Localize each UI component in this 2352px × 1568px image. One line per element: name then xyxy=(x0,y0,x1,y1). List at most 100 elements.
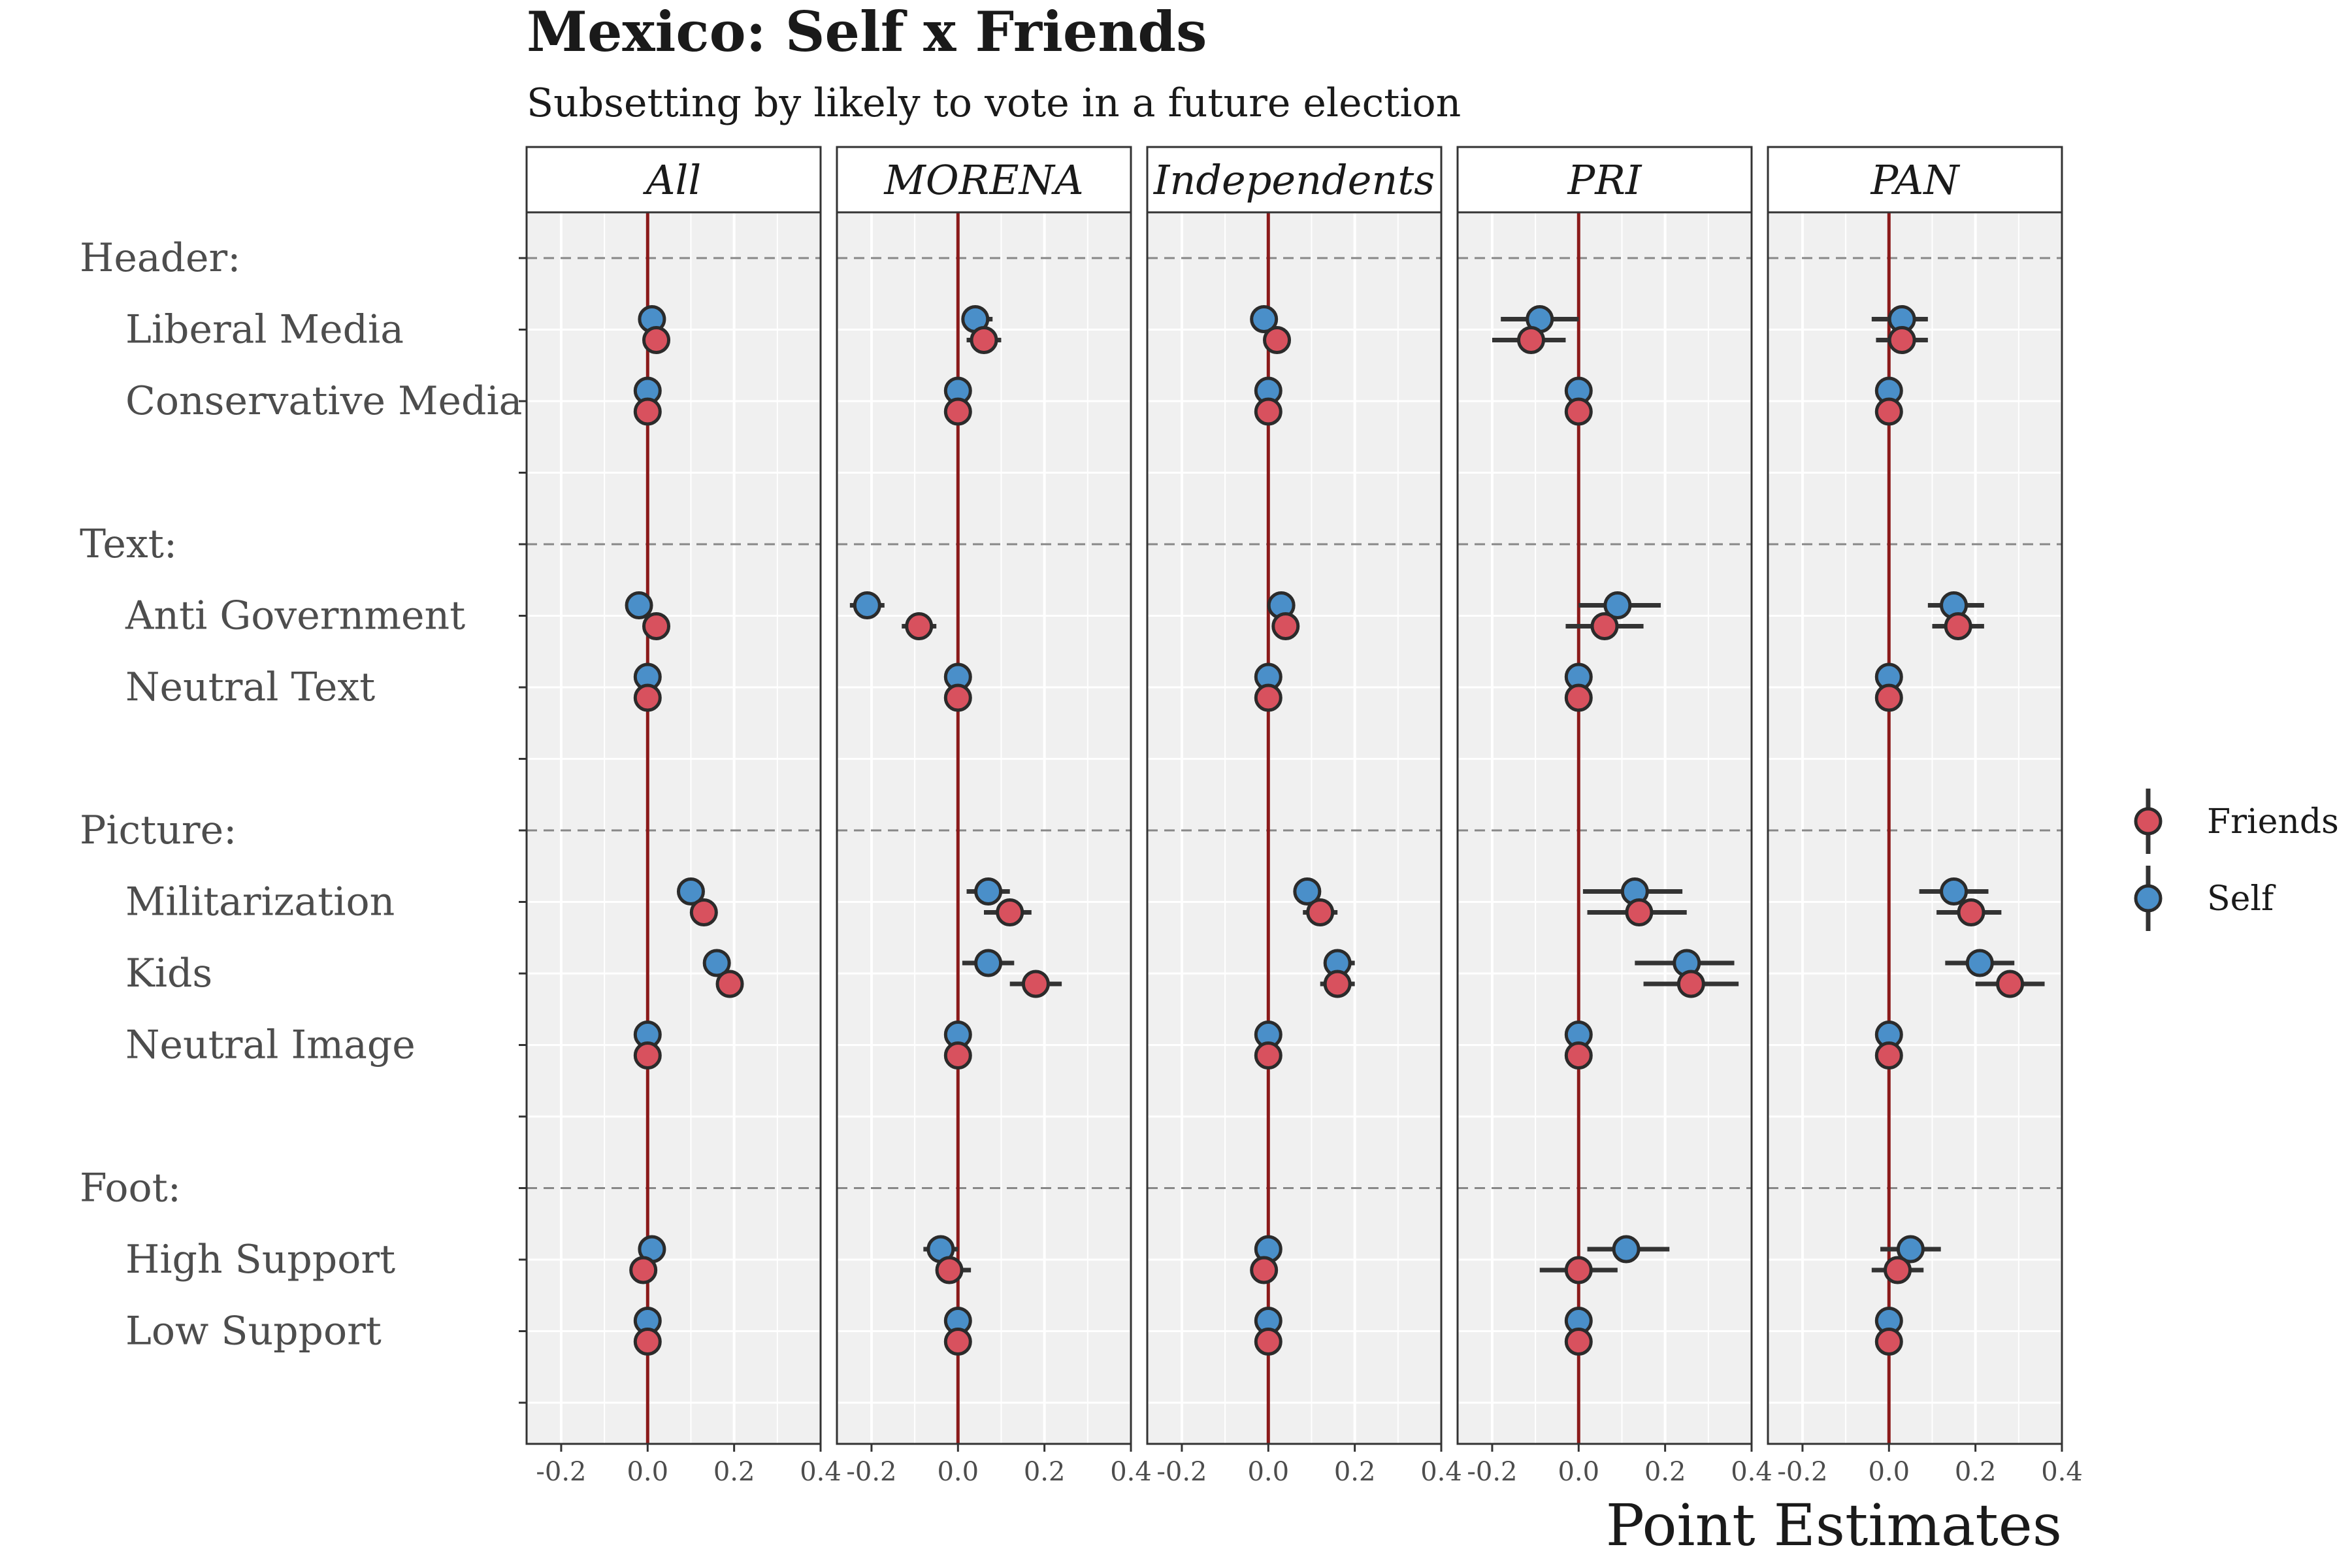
data-point-friends xyxy=(1643,970,1739,998)
data-point-self xyxy=(849,591,885,619)
x-tick-label: 0.2 xyxy=(1644,1457,1686,1487)
facet-strip xyxy=(1146,146,1443,214)
data-point-friends xyxy=(1271,612,1300,640)
data-point-friends xyxy=(1564,1041,1593,1070)
data-point-friends xyxy=(984,898,1032,926)
chart-subtitle: Subsetting by likely to vote in a future… xyxy=(527,80,1461,126)
data-point-self xyxy=(962,949,1015,977)
facet-strip-label: All xyxy=(643,156,701,204)
facet-strip xyxy=(1767,146,2063,214)
point-marker xyxy=(1625,898,1654,926)
row-label: High Support xyxy=(125,1237,395,1282)
facet-panel-independents: Independents -0.2 0.0 0.2 0.4 xyxy=(1146,146,1462,1487)
panel-background xyxy=(837,212,1131,1444)
point-marker xyxy=(1293,877,1322,906)
point-marker xyxy=(853,591,881,619)
data-point-self xyxy=(625,591,653,619)
point-marker xyxy=(715,970,744,998)
data-point-friends xyxy=(1871,1256,1924,1284)
point-marker xyxy=(1254,1041,1282,1070)
group-label: Text: xyxy=(80,521,177,567)
point-marker xyxy=(633,1041,662,1070)
facet-panel-pri: PRI -0.2 0.0 0.2 0.4 xyxy=(1456,146,1772,1487)
data-point-self xyxy=(676,877,705,906)
point-marker xyxy=(625,591,653,619)
data-point-friends xyxy=(1874,1328,1903,1356)
facet-strip-label: MORENA xyxy=(883,156,1083,204)
group-label: Picture: xyxy=(80,808,237,853)
row-label: Conservative Media xyxy=(125,378,522,424)
x-tick-label: 0.2 xyxy=(1334,1457,1376,1487)
panel-background xyxy=(527,212,821,1444)
data-point-friends xyxy=(1874,397,1903,426)
point-marker xyxy=(943,683,972,712)
x-tick-label: -0.2 xyxy=(1467,1457,1517,1487)
point-marker xyxy=(1306,898,1335,926)
legend-item-friends: Friends xyxy=(2134,789,2339,854)
point-marker xyxy=(1254,683,1282,712)
x-tick-label: 0.0 xyxy=(1247,1457,1289,1487)
data-point-friends xyxy=(943,683,972,712)
legend-label: Friends xyxy=(2207,802,2339,841)
point-marker xyxy=(905,612,934,640)
data-point-self xyxy=(1578,591,1661,619)
x-tick-label: 0.0 xyxy=(1868,1457,1910,1487)
x-tick-label: -0.2 xyxy=(846,1457,896,1487)
data-point-friends xyxy=(1587,898,1687,926)
panel-border xyxy=(525,211,822,1445)
point-marker xyxy=(1996,970,2025,998)
legend: Friends Self xyxy=(2134,789,2339,931)
point-marker xyxy=(689,898,718,926)
point-marker xyxy=(1887,326,1916,354)
point-marker xyxy=(1603,591,1632,619)
panel-background xyxy=(1458,212,1752,1444)
point-marker xyxy=(702,949,731,977)
chart-title: Mexico: Self x Friends xyxy=(527,0,1207,64)
point-marker xyxy=(996,898,1024,926)
row-label: Liberal Media xyxy=(125,307,404,353)
data-point-friends xyxy=(1250,1256,1279,1284)
legend-key-marker xyxy=(2134,884,2163,913)
point-marker xyxy=(943,397,972,426)
data-point-friends xyxy=(1874,683,1903,712)
row-label: Neutral Image xyxy=(125,1022,416,1068)
point-marker xyxy=(1874,683,1903,712)
data-point-friends xyxy=(642,326,671,354)
data-point-friends xyxy=(943,1328,972,1356)
point-marker xyxy=(1271,612,1300,640)
point-marker xyxy=(642,612,671,640)
row-label: Kids xyxy=(125,951,212,996)
data-point-self xyxy=(1582,877,1683,906)
data-point-self xyxy=(1945,949,2015,977)
point-marker xyxy=(1250,1256,1279,1284)
group-label: Foot: xyxy=(80,1166,181,1211)
point-marker xyxy=(1874,1328,1903,1356)
point-marker xyxy=(1517,326,1545,354)
point-marker xyxy=(943,1041,972,1070)
data-point-friends xyxy=(1932,612,1984,640)
point-marker xyxy=(1940,877,1968,906)
x-tick-label: 0.4 xyxy=(1731,1457,1772,1487)
point-marker xyxy=(1564,1328,1593,1356)
data-point-friends xyxy=(1876,326,1928,354)
x-tick-label: 0.4 xyxy=(1110,1457,1152,1487)
data-point-self xyxy=(702,949,731,977)
data-point-friends xyxy=(1254,1328,1282,1356)
data-point-friends xyxy=(1492,326,1566,354)
row-label: Low Support xyxy=(125,1309,382,1354)
point-marker xyxy=(1254,397,1282,426)
x-tick-label: 0.2 xyxy=(1024,1457,1066,1487)
data-point-friends xyxy=(935,1256,972,1284)
facet-panel-pan: PAN -0.2 0.0 0.2 0.4 xyxy=(1767,146,2083,1487)
data-point-friends xyxy=(1564,683,1593,712)
data-point-friends xyxy=(1254,397,1282,426)
data-point-friends xyxy=(1303,898,1338,926)
point-marker xyxy=(1021,970,1050,998)
x-tick-label: 0.2 xyxy=(713,1457,755,1487)
group-label: Header: xyxy=(80,235,240,281)
data-point-friends xyxy=(633,683,662,712)
data-point-self xyxy=(1919,877,1989,906)
x-tick-label: 0.0 xyxy=(1558,1457,1599,1487)
